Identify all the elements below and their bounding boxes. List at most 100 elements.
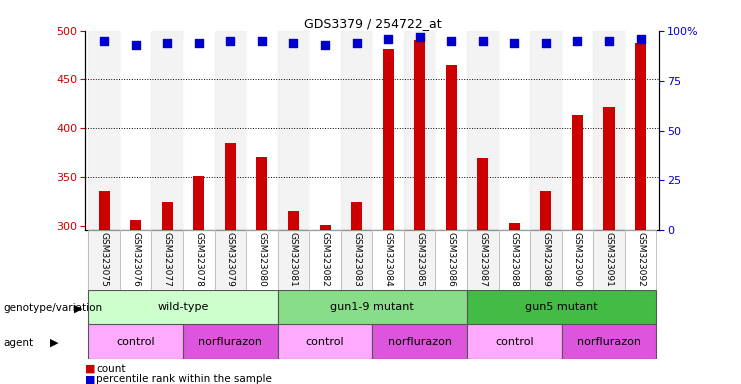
Bar	[278, 290, 467, 324]
Bar	[436, 230, 467, 290]
Title: GDS3379 / 254722_at: GDS3379 / 254722_at	[304, 17, 441, 30]
Text: control: control	[495, 337, 534, 347]
Point	[193, 40, 205, 46]
Bar	[467, 324, 562, 359]
Bar	[372, 230, 404, 290]
Bar	[215, 31, 246, 230]
Bar	[88, 324, 183, 359]
Bar	[625, 31, 657, 230]
Point	[225, 38, 236, 44]
Text: count: count	[96, 364, 126, 374]
Text: control: control	[116, 337, 155, 347]
Bar	[372, 31, 404, 230]
Bar	[225, 143, 236, 230]
Text: GSM323079: GSM323079	[226, 232, 235, 287]
Bar	[120, 230, 151, 290]
Text: GSM323090: GSM323090	[573, 232, 582, 287]
Text: GSM323087: GSM323087	[478, 232, 488, 287]
Bar	[625, 230, 657, 290]
Point	[571, 38, 583, 44]
Text: GSM323089: GSM323089	[542, 232, 551, 287]
Bar	[256, 157, 268, 230]
Bar	[372, 324, 467, 359]
Bar	[193, 176, 205, 230]
Point	[603, 38, 615, 44]
Point	[634, 36, 646, 42]
Text: norflurazon: norflurazon	[388, 337, 452, 347]
Bar	[467, 290, 657, 324]
Bar	[309, 31, 341, 230]
Text: control: control	[306, 337, 345, 347]
Text: norflurazon: norflurazon	[577, 337, 641, 347]
Text: genotype/variation: genotype/variation	[4, 303, 103, 313]
Bar	[319, 225, 330, 230]
Text: wild-type: wild-type	[157, 302, 209, 312]
Point	[130, 41, 142, 48]
Point	[99, 38, 110, 44]
Text: ■: ■	[85, 364, 96, 374]
Bar	[562, 230, 594, 290]
Point	[477, 38, 489, 44]
Bar	[540, 192, 551, 230]
Bar	[309, 230, 341, 290]
Bar	[120, 31, 151, 230]
Text: GSM323075: GSM323075	[99, 232, 109, 287]
Bar	[530, 31, 562, 230]
Point	[382, 36, 394, 42]
Bar	[572, 116, 583, 230]
Bar	[404, 230, 436, 290]
Bar	[88, 230, 120, 290]
Bar	[215, 230, 246, 290]
Bar	[635, 43, 646, 230]
Bar	[278, 230, 309, 290]
Bar	[183, 324, 278, 359]
Text: gun5 mutant: gun5 mutant	[525, 302, 598, 312]
Bar	[151, 230, 183, 290]
Bar	[446, 65, 456, 230]
Bar	[436, 31, 467, 230]
Bar	[246, 230, 278, 290]
Bar	[351, 202, 362, 230]
Point	[256, 38, 268, 44]
Bar	[278, 324, 372, 359]
Bar	[467, 230, 499, 290]
Bar	[183, 230, 215, 290]
Point	[288, 40, 299, 46]
Text: agent: agent	[4, 338, 34, 348]
Bar	[509, 223, 520, 230]
Text: GSM323088: GSM323088	[510, 232, 519, 287]
Point	[319, 41, 331, 48]
Text: GSM323092: GSM323092	[636, 232, 645, 287]
Bar	[151, 31, 183, 230]
Bar	[88, 31, 120, 230]
Text: GSM323082: GSM323082	[321, 232, 330, 287]
Text: GSM323081: GSM323081	[289, 232, 298, 287]
Point	[162, 40, 173, 46]
Bar	[288, 211, 299, 230]
Bar	[382, 49, 393, 230]
Text: ▶: ▶	[74, 303, 82, 313]
Point	[540, 40, 552, 46]
Bar	[594, 31, 625, 230]
Bar	[404, 31, 436, 230]
Bar	[562, 324, 657, 359]
Text: norflurazon: norflurazon	[199, 337, 262, 347]
Text: GSM323077: GSM323077	[163, 232, 172, 287]
Text: GSM323078: GSM323078	[194, 232, 203, 287]
Point	[508, 40, 520, 46]
Text: GSM323083: GSM323083	[352, 232, 361, 287]
Bar	[477, 158, 488, 230]
Bar	[414, 40, 425, 230]
Text: GSM323086: GSM323086	[447, 232, 456, 287]
Point	[445, 38, 457, 44]
Bar	[183, 31, 215, 230]
Bar	[562, 31, 594, 230]
Bar	[499, 230, 530, 290]
Text: ■: ■	[85, 374, 96, 384]
Text: GSM323076: GSM323076	[131, 232, 140, 287]
Bar	[499, 31, 530, 230]
Text: GSM323084: GSM323084	[384, 232, 393, 287]
Point	[350, 40, 362, 46]
Bar	[594, 230, 625, 290]
Text: GSM323080: GSM323080	[257, 232, 267, 287]
